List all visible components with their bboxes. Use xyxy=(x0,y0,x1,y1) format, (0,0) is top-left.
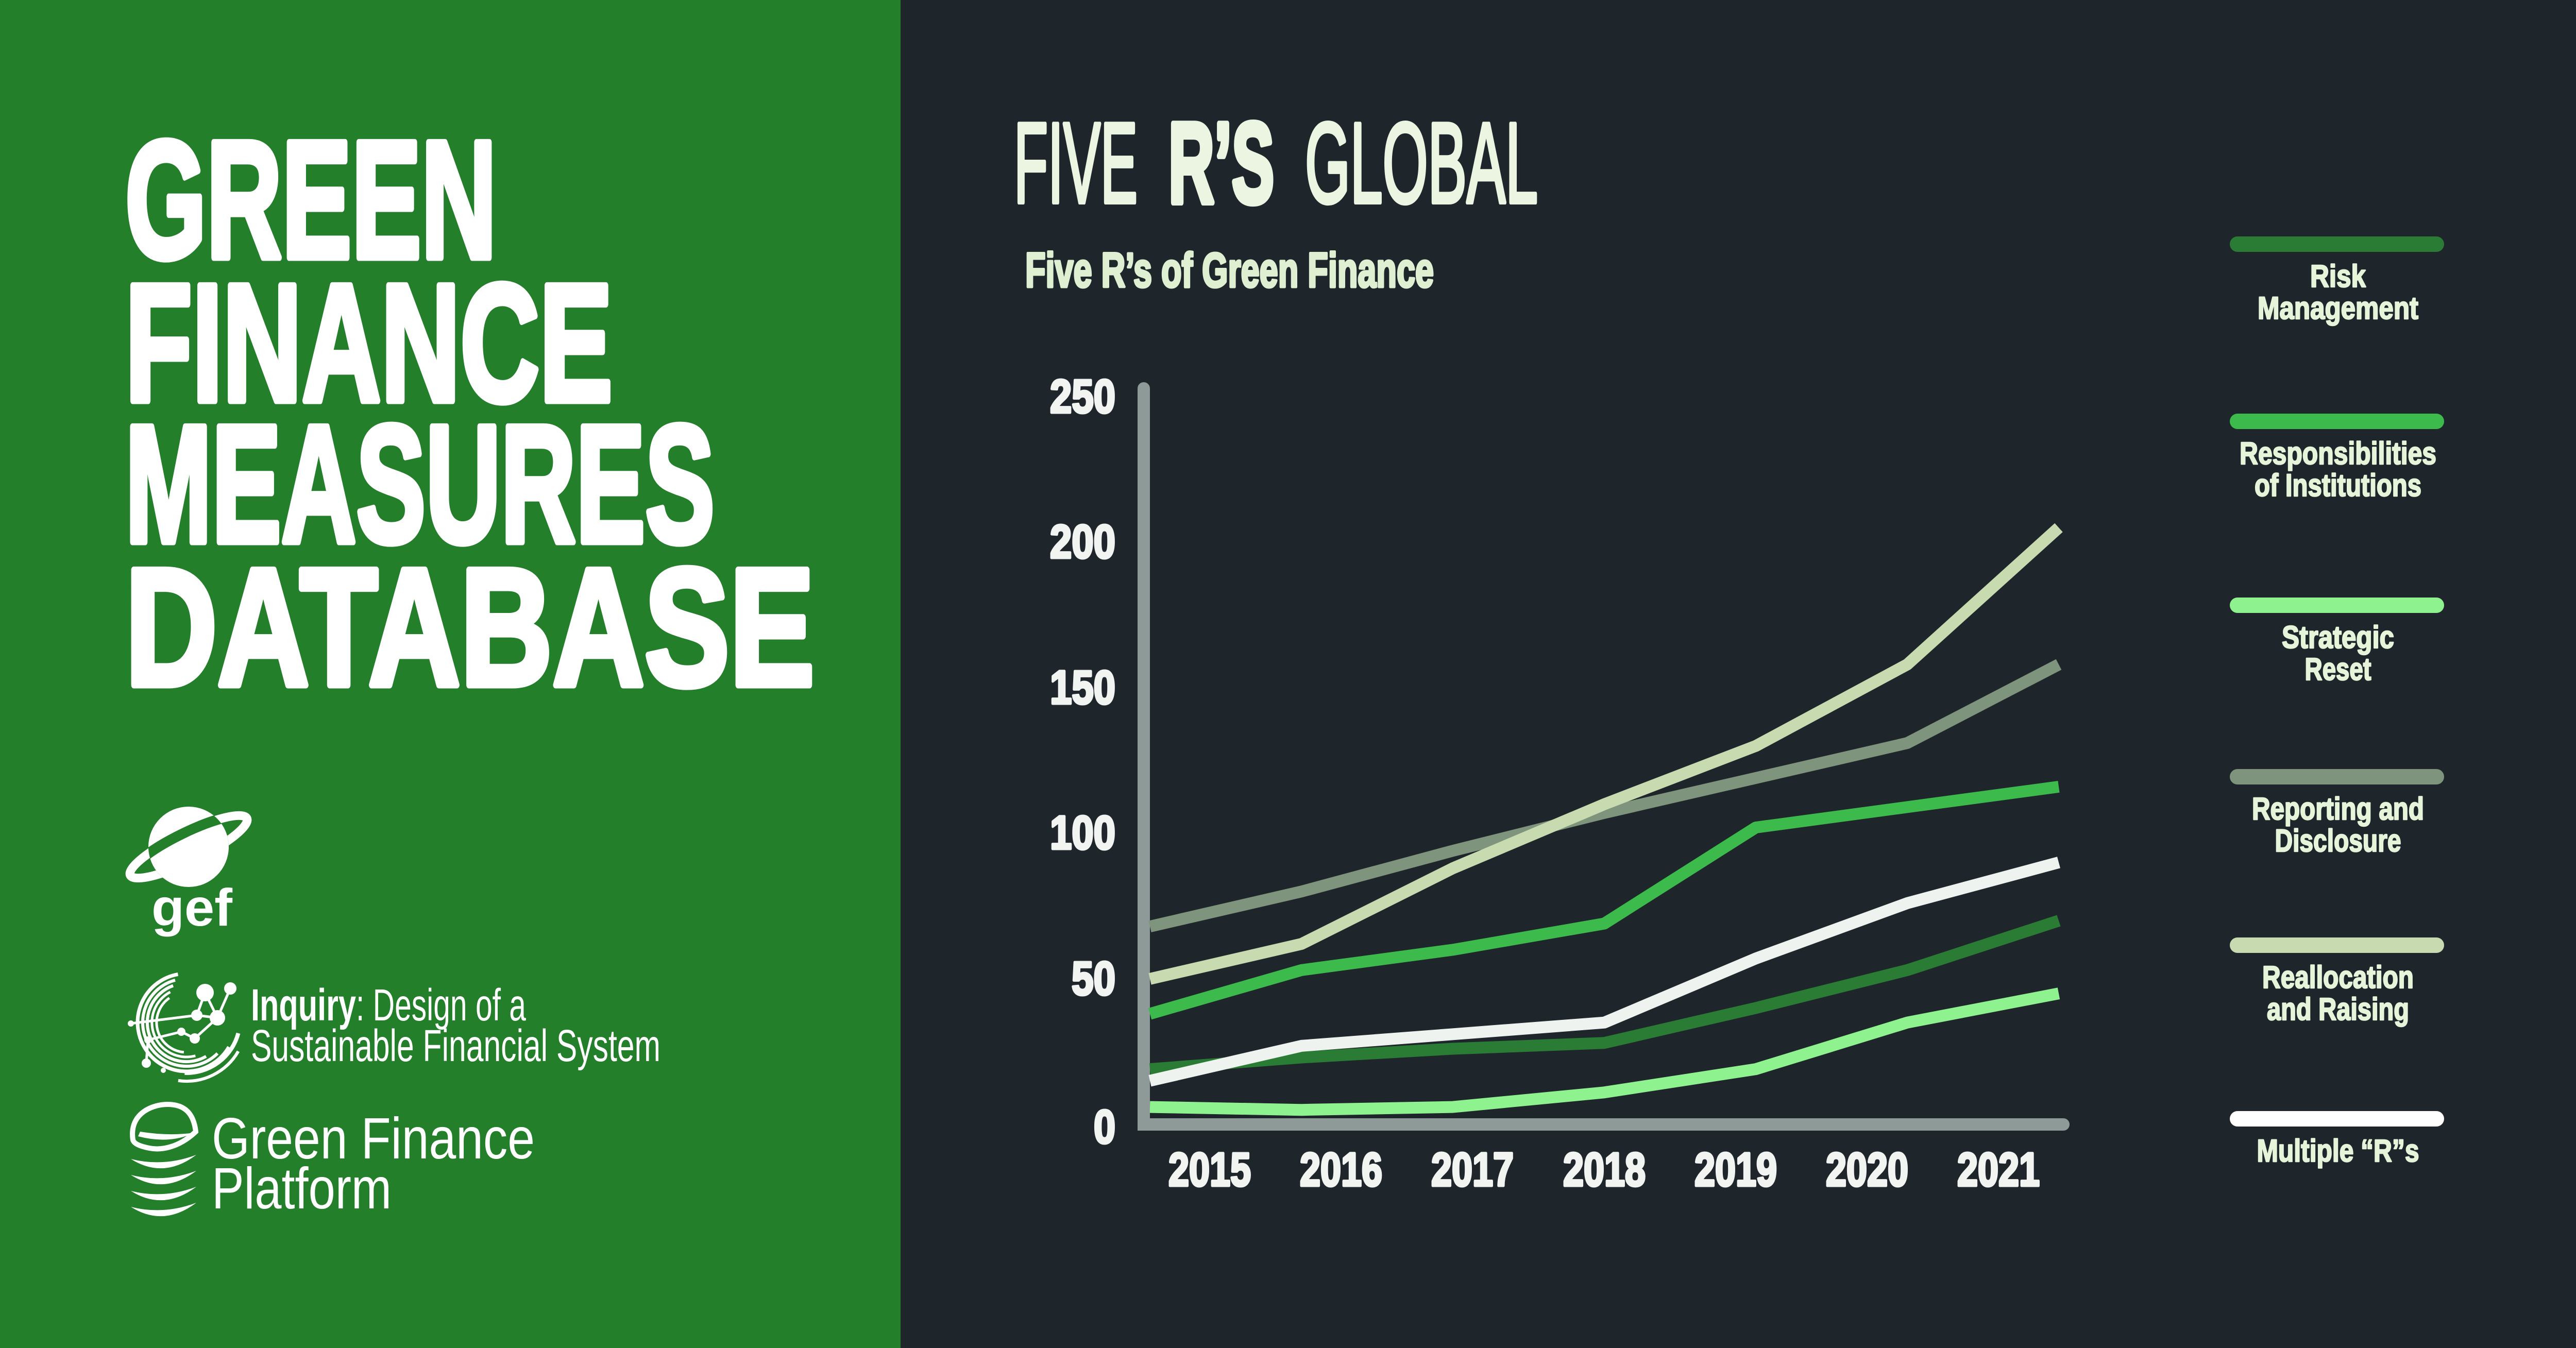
svg-text:gef: gef xyxy=(151,878,233,937)
svg-text:Reset: Reset xyxy=(2305,652,2371,687)
svg-text:R’S: R’S xyxy=(1168,99,1274,227)
svg-text:Multiple “R”s: Multiple “R”s xyxy=(2257,1133,2419,1168)
svg-text:150: 150 xyxy=(1050,661,1115,714)
svg-text:200: 200 xyxy=(1050,516,1115,568)
svg-text:2017: 2017 xyxy=(1431,1144,1514,1196)
svg-text:DATABASE: DATABASE xyxy=(125,534,815,721)
svg-text:2019: 2019 xyxy=(1694,1144,1777,1196)
svg-text:FINANCE: FINANCE xyxy=(125,249,613,436)
svg-text:Platform: Platform xyxy=(212,1156,392,1221)
svg-text:2015: 2015 xyxy=(1168,1144,1251,1196)
svg-text:Responsibilities: Responsibilities xyxy=(2240,436,2436,471)
svg-text:2018: 2018 xyxy=(1563,1144,1646,1196)
svg-text:of Institutions: of Institutions xyxy=(2255,468,2421,503)
svg-text:Five R’s of Green Finance: Five R’s of Green Finance xyxy=(1025,243,1434,298)
svg-text:GLOBAL: GLOBAL xyxy=(1305,99,1538,227)
svg-text:2020: 2020 xyxy=(1826,1144,1908,1196)
svg-text:Management: Management xyxy=(2258,291,2418,326)
svg-text:: Design of a: : Design of a xyxy=(356,980,526,1030)
svg-text:2016: 2016 xyxy=(1300,1144,1382,1196)
svg-text:100: 100 xyxy=(1050,807,1115,859)
svg-text:Risk: Risk xyxy=(2310,259,2366,294)
svg-text:FIVE: FIVE xyxy=(1014,99,1138,227)
svg-text:Sustainable Financial System: Sustainable Financial System xyxy=(251,1021,660,1071)
svg-text:0: 0 xyxy=(1094,1101,1115,1153)
svg-text:250: 250 xyxy=(1050,370,1115,423)
svg-text:Inquiry: Inquiry xyxy=(251,980,356,1030)
svg-text:Reallocation: Reallocation xyxy=(2262,960,2414,995)
svg-text:2021: 2021 xyxy=(1957,1144,2040,1196)
svg-text:and Raising: and Raising xyxy=(2267,992,2409,1027)
svg-text:Strategic: Strategic xyxy=(2282,620,2394,655)
svg-text:MEASURES: MEASURES xyxy=(125,390,715,577)
svg-text:GREEN: GREEN xyxy=(125,106,497,293)
svg-text:Green Finance: Green Finance xyxy=(212,1106,535,1171)
svg-text:Reporting and: Reporting and xyxy=(2252,791,2424,826)
svg-text:50: 50 xyxy=(1072,952,1115,1005)
svg-text:Disclosure: Disclosure xyxy=(2275,823,2401,858)
